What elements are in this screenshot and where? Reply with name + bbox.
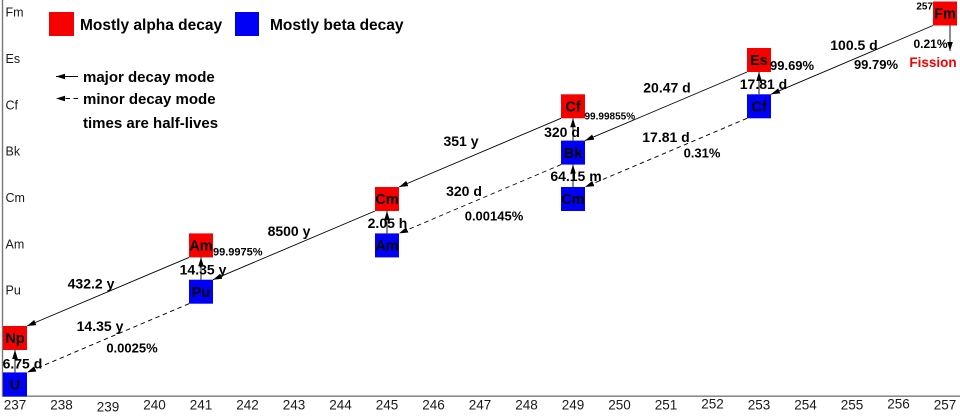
svg-text:Mostly alpha decay: Mostly alpha decay [80, 17, 223, 34]
svg-text:Am: Am [189, 239, 212, 255]
svg-text:8500 y: 8500 y [268, 223, 311, 239]
svg-text:432.2 y: 432.2 y [68, 276, 115, 292]
svg-text:Cf: Cf [751, 100, 766, 116]
svg-text:99.99855%: 99.99855% [585, 112, 636, 123]
svg-text:242: 242 [236, 398, 259, 413]
svg-text:246: 246 [422, 398, 445, 413]
svg-text:14.35 y: 14.35 y [180, 262, 227, 278]
svg-text:17.81 d: 17.81 d [642, 129, 689, 145]
svg-text:320 d: 320 d [446, 183, 482, 199]
svg-text:257: 257 [934, 398, 957, 413]
svg-text:Np: Np [5, 331, 24, 347]
svg-text:250: 250 [608, 398, 631, 413]
svg-text:0.00145%: 0.00145% [465, 209, 524, 224]
svg-text:247: 247 [469, 398, 492, 413]
svg-text:0.21%: 0.21% [913, 37, 947, 51]
svg-text:Am: Am [6, 237, 25, 251]
svg-text:Pu: Pu [6, 284, 21, 298]
svg-text:239: 239 [97, 400, 120, 415]
svg-text:244: 244 [329, 398, 352, 413]
svg-text:2.05 h: 2.05 h [368, 215, 408, 231]
svg-text:0.0025%: 0.0025% [106, 341, 158, 356]
svg-text:Es: Es [6, 52, 21, 66]
svg-text:252: 252 [701, 397, 724, 412]
svg-text:320 d: 320 d [544, 124, 580, 140]
svg-text:99.9975%: 99.9975% [213, 247, 263, 259]
svg-text:minor decay mode: minor decay mode [83, 91, 216, 108]
svg-text:0.31%: 0.31% [684, 146, 721, 161]
svg-text:251: 251 [655, 398, 678, 413]
svg-text:241: 241 [190, 398, 213, 413]
svg-text:256: 256 [887, 397, 910, 412]
svg-text:Cf: Cf [565, 100, 580, 116]
svg-text:243: 243 [283, 398, 306, 413]
svg-text:253: 253 [748, 398, 771, 413]
svg-text:Cm: Cm [375, 192, 398, 208]
svg-text:U: U [10, 378, 20, 394]
svg-text:Bk: Bk [6, 145, 21, 159]
svg-text:237: 237 [4, 398, 27, 413]
svg-text:Cf: Cf [6, 98, 19, 112]
svg-text:351 y: 351 y [443, 133, 478, 149]
svg-text:major decay mode: major decay mode [83, 69, 215, 86]
svg-text:20.47 d: 20.47 d [643, 80, 690, 96]
svg-text:257: 257 [916, 1, 933, 12]
svg-text:240: 240 [143, 398, 166, 413]
svg-text:254: 254 [794, 398, 817, 413]
svg-text:Mostly beta decay: Mostly beta decay [270, 17, 404, 34]
svg-text:Pu: Pu [192, 285, 211, 301]
svg-text:245: 245 [376, 398, 399, 413]
svg-text:255: 255 [841, 398, 864, 413]
svg-text:Fm: Fm [934, 7, 956, 23]
svg-text:99.69%: 99.69% [770, 58, 815, 73]
svg-text:Bk: Bk [564, 146, 583, 162]
svg-text:64.15 m: 64.15 m [550, 168, 601, 184]
svg-text:100.5 d: 100.5 d [830, 37, 877, 53]
svg-text:Fm: Fm [6, 6, 24, 20]
svg-text:Cm: Cm [6, 191, 25, 205]
svg-text:times are half-lives: times are half-lives [83, 115, 218, 132]
svg-text:99.79%: 99.79% [854, 57, 899, 72]
svg-text:Cm: Cm [561, 192, 584, 208]
svg-text:248: 248 [515, 398, 538, 413]
svg-text:249: 249 [562, 398, 585, 413]
svg-text:Am: Am [375, 239, 398, 255]
svg-text:Es: Es [750, 53, 768, 69]
svg-text:238: 238 [50, 398, 73, 413]
svg-text:6.75 d: 6.75 d [3, 356, 43, 372]
svg-text:14.35 y: 14.35 y [77, 318, 124, 334]
svg-text:17.81 d: 17.81 d [740, 76, 787, 92]
svg-text:Fission: Fission [909, 55, 956, 70]
